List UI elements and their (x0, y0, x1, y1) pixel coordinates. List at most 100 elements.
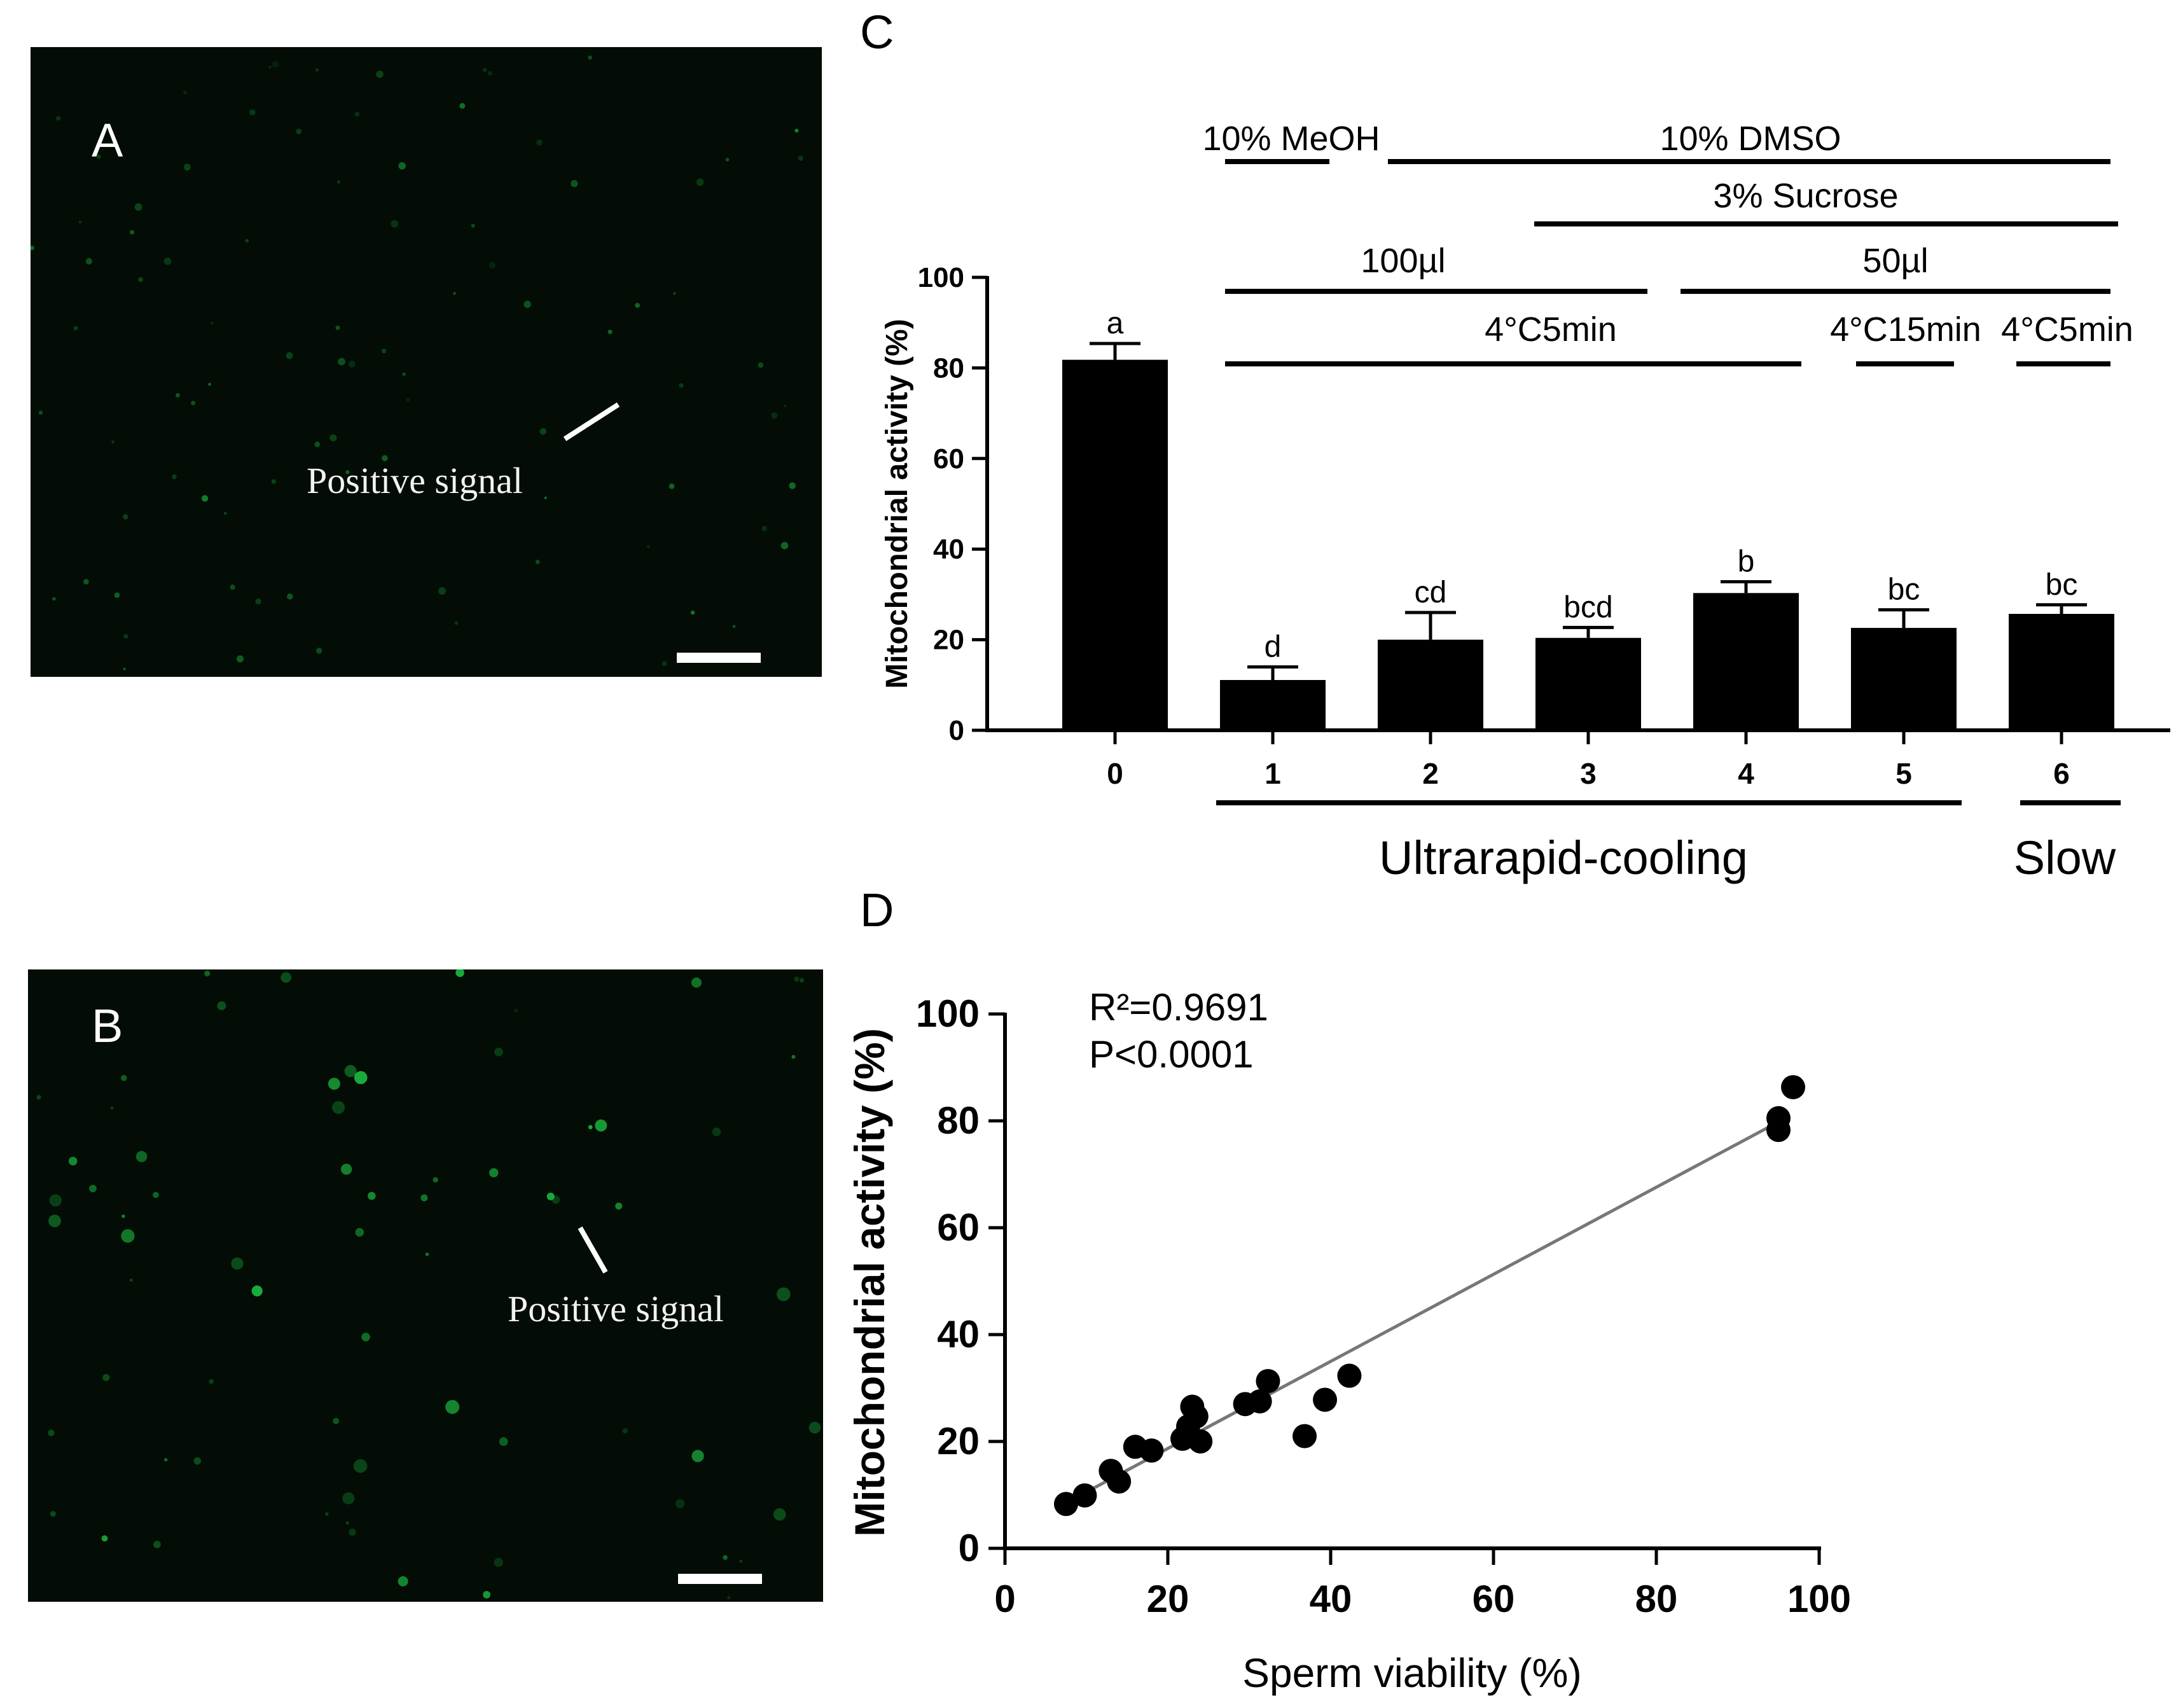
fluorescent-spot (230, 584, 235, 590)
fluorescent-spot (255, 598, 261, 605)
panel-a-letter: A (92, 114, 123, 167)
x-tick-label: 4 (1738, 757, 1754, 790)
fluorescent-spot (361, 1333, 370, 1342)
fluorescent-spot (138, 277, 144, 282)
pointer-line-a (563, 402, 620, 441)
fluorescent-spot (489, 1168, 499, 1177)
fluorescent-spot (483, 1591, 490, 1599)
fluorescent-spot (438, 587, 446, 595)
fluorescent-spot (712, 1127, 721, 1137)
fluorescent-spot (662, 661, 667, 667)
y-tick-label: 40 (933, 534, 964, 565)
fluorescent-spot (771, 412, 778, 419)
bar (1062, 359, 1168, 730)
fluorescent-spot (50, 1511, 56, 1517)
scale-bar-a (677, 653, 761, 663)
fluorescent-spot (102, 1374, 110, 1382)
significance-letter: b (1738, 545, 1755, 578)
fluorescent-spot (153, 1541, 161, 1548)
fluorescent-spot (355, 1228, 364, 1237)
treatment-label: 10% DMSO (1660, 120, 1841, 158)
fluorescent-spot (588, 55, 592, 60)
fluorescent-spot (332, 1100, 345, 1114)
x-tick-label: 40 (1310, 1578, 1352, 1620)
bar (1535, 637, 1641, 730)
fluorescent-spot (453, 292, 456, 295)
fluorescent-spot (204, 970, 211, 976)
pointer-line (578, 1226, 608, 1274)
fluorescent-spot (338, 358, 345, 366)
data-point (1256, 1369, 1280, 1394)
bar (1693, 593, 1799, 730)
fluorescent-spot (345, 1521, 349, 1525)
data-point (1072, 1483, 1097, 1508)
data-point (1337, 1363, 1362, 1388)
fluorescent-spot (798, 155, 803, 161)
fluorescent-spot (499, 1437, 508, 1447)
fluorescent-spot (121, 1229, 135, 1243)
fluorescent-spot (121, 1214, 125, 1218)
x-tick-label: 0 (994, 1578, 1015, 1620)
treatment-label: 50µl (1862, 242, 1928, 280)
fluorescent-spot (725, 158, 730, 162)
x-tick-label: 6 (2053, 757, 2070, 790)
fluorescent-spot (679, 383, 684, 388)
y-axis-label: Mitochondrial activity (%) (846, 1028, 893, 1536)
fluorescent-spot (217, 1001, 226, 1011)
fluorescent-spot (345, 470, 350, 475)
fluorescent-spot (675, 1499, 685, 1508)
significance-letter: bc (2046, 568, 2078, 602)
fluorescent-spot (445, 1399, 460, 1414)
fluorescent-spot (800, 978, 805, 983)
x-tick-label: 60 (1473, 1578, 1515, 1620)
fluorescent-spot (622, 1427, 628, 1434)
x-tick-label: 2 (1422, 757, 1439, 790)
fluorescent-spot (398, 162, 406, 170)
pointer-line (563, 402, 620, 441)
panel-b-letter: B (92, 999, 123, 1052)
r-squared-label: R²=0.9691 (1089, 986, 1268, 1029)
fluorescent-spot (315, 648, 322, 654)
fluorescent-spot (172, 474, 177, 480)
x-axis-label: Sperm viability (%) (1242, 1650, 1581, 1696)
significance-letter: cd (1415, 576, 1447, 609)
fluorescent-spot (201, 495, 209, 502)
data-point (1247, 1389, 1272, 1413)
p-value-label: P<0.0001 (1089, 1033, 1254, 1076)
fluorescent-spot (223, 511, 227, 515)
fluorescent-spot (183, 163, 191, 171)
fluorescent-spot (89, 1184, 97, 1193)
fluorescent-spot (794, 976, 800, 982)
fluorescent-spot (487, 71, 492, 76)
fluorescent-spot (271, 479, 276, 484)
fluorescent-spot (55, 116, 61, 121)
fluorescent-spot (780, 541, 789, 550)
fluorescent-spot (691, 1450, 704, 1462)
x-tick-label: 5 (1895, 757, 1912, 790)
fluorescent-spot (696, 178, 704, 186)
treatment-label: 4°C5min (2001, 310, 2133, 349)
fluorescent-spot (251, 1285, 263, 1296)
data-point (1188, 1429, 1213, 1454)
fluorescent-spot (536, 139, 543, 146)
fluorescent-spot (791, 1055, 796, 1059)
fluorescent-spot (494, 1557, 503, 1567)
fluorescent-spot (455, 969, 464, 977)
fluorescent-spot (73, 326, 78, 331)
fluorescent-spot (382, 455, 388, 462)
fluorescent-spot (314, 441, 321, 447)
fluorescent-spot (391, 219, 399, 228)
significance-letter: bc (1888, 573, 1920, 607)
fluorescent-spot (231, 1257, 244, 1270)
fluorescent-spot (96, 154, 101, 159)
y-tick-label: 0 (949, 715, 964, 746)
fluorescent-spot (459, 102, 466, 109)
fluorescent-spot (249, 109, 256, 116)
fluorescent-spot (794, 128, 799, 133)
positive-signal-label-b: Positive signal (508, 1288, 724, 1330)
fluorescent-spot (38, 410, 43, 415)
x-tick-label: 0 (1107, 757, 1123, 790)
fluorescent-spot (111, 440, 114, 444)
fluorescent-spot (784, 404, 787, 408)
micrograph-b: B Positive signal (28, 969, 823, 1602)
